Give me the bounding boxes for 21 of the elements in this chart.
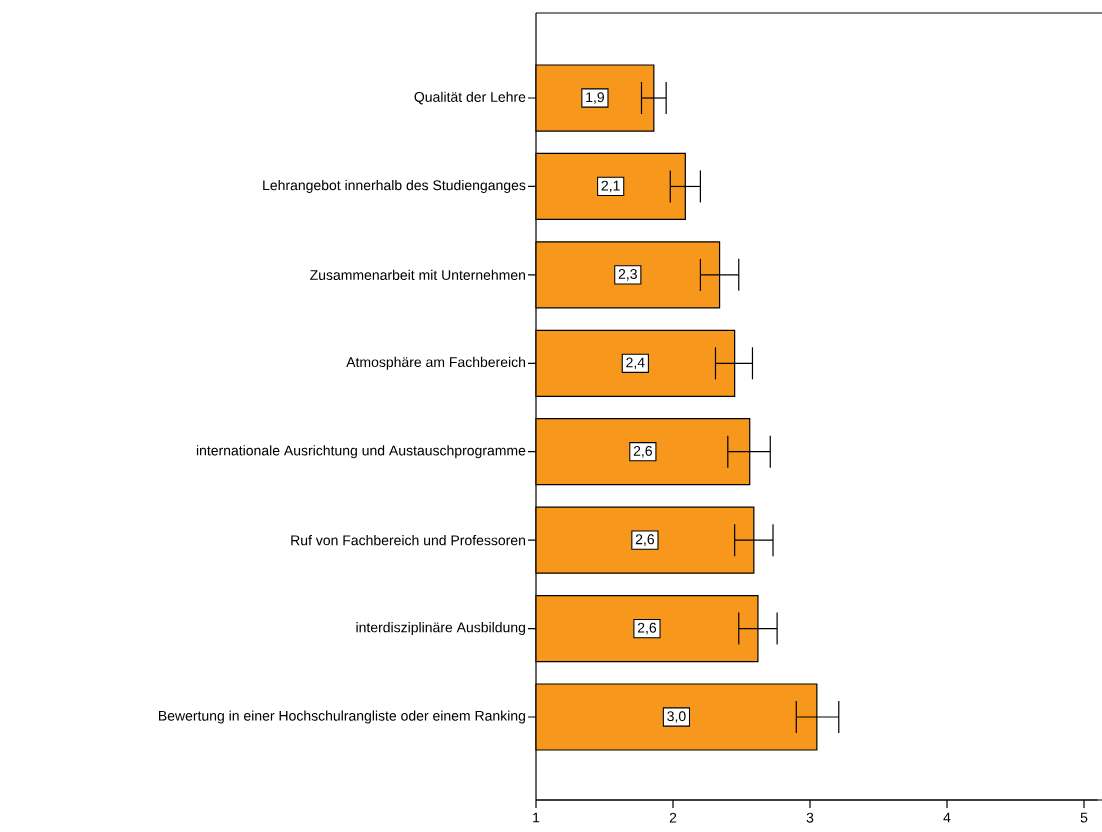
data-label: 2,6: [635, 534, 655, 546]
x-tick-label: 1: [533, 812, 540, 823]
y-tick-label: Ruf von Fachbereich und Professoren: [291, 535, 526, 546]
x-tick-label: 4: [943, 812, 951, 823]
y-tick-label: Lehrangebot innerhalb des Studienganges: [263, 179, 526, 193]
x-tick-label: 2: [669, 812, 677, 823]
x-tick-label: 5: [1080, 812, 1088, 823]
y-tick-label: internationale Ausrichtung und Austauschprogramme: [196, 445, 526, 459]
y-tick-label: Qualität der Lehre: [414, 91, 526, 105]
data-label: 3,0: [667, 711, 686, 723]
y-tick-label: Atmosphäre am Fachbereich: [346, 356, 526, 370]
data-label: 2,6: [637, 622, 657, 635]
data-label: 2,3: [618, 269, 637, 281]
data-label: 2,4: [626, 357, 645, 370]
data-label: 2,1: [601, 180, 620, 193]
y-tick-label: Bewertung in einer Hochschulrangliste oder einem Ranking: [159, 710, 525, 724]
x-tick-label: 3: [806, 812, 814, 823]
y-tick-label: interdisziplinäre Ausbildung: [356, 622, 525, 636]
data-label: 1,9: [586, 92, 604, 104]
y-tick-label: Zusammenarbeit mit Unternehmen: [310, 269, 526, 281]
data-label: 2,6: [633, 445, 652, 458]
